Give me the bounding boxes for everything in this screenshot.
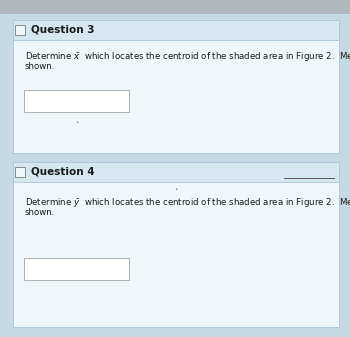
Bar <box>0 0 350 14</box>
Bar <box>13 20 339 153</box>
Text: Determine $\bar{y}$  which locates the centroid of the shaded area in Figure 2. : Determine $\bar{y}$ which locates the ce… <box>25 196 350 209</box>
Bar <box>15 25 25 35</box>
Bar <box>24 258 129 280</box>
Text: shown.: shown. <box>25 62 55 71</box>
Text: •: • <box>75 120 78 125</box>
Bar <box>24 90 129 112</box>
Bar <box>15 167 25 177</box>
Bar <box>13 162 339 327</box>
Text: •: • <box>174 187 178 192</box>
Bar <box>13 20 339 40</box>
Text: Determine $\bar{x}$  which locates the centroid of the shaded area in Figure 2. : Determine $\bar{x}$ which locates the ce… <box>25 50 350 63</box>
Text: Question 3: Question 3 <box>31 25 94 35</box>
Text: shown.: shown. <box>25 208 55 217</box>
Text: Question 4: Question 4 <box>31 167 94 177</box>
Bar <box>13 162 339 182</box>
